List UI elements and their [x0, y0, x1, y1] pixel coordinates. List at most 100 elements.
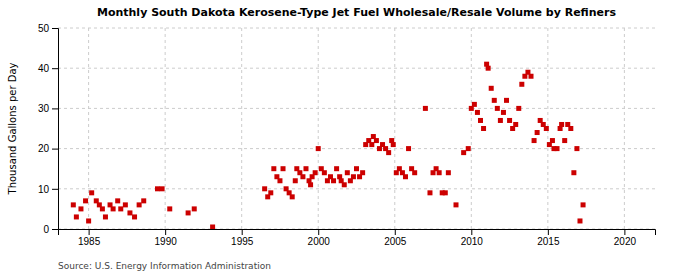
point [186, 210, 191, 215]
point [141, 198, 146, 203]
grid [58, 28, 655, 229]
grid-line-y [58, 68, 655, 69]
point [74, 214, 79, 219]
x-tick-mark [242, 229, 243, 235]
point [262, 186, 267, 191]
x-tick-mark [318, 229, 319, 235]
point [137, 202, 142, 207]
grid-line-x [165, 28, 166, 229]
y-tick-label: 0 [43, 224, 49, 235]
point [345, 170, 350, 175]
point [427, 190, 432, 195]
point [574, 146, 579, 151]
point [504, 98, 509, 103]
y-tick-mark [52, 229, 58, 230]
point [498, 118, 503, 123]
point [308, 182, 313, 187]
y-tick: 40 [38, 63, 58, 74]
x-tick: 1995 [231, 229, 254, 247]
x-tick: 1990 [155, 229, 178, 247]
point [293, 178, 298, 183]
point [568, 126, 573, 131]
x-tick-mark [471, 229, 472, 235]
point [486, 66, 491, 71]
x-tick: 2000 [308, 229, 331, 247]
point [492, 98, 497, 103]
point [351, 174, 356, 179]
x-axis: 19851990199520002005201020152020 [59, 229, 656, 247]
point [342, 182, 347, 187]
point [555, 146, 560, 151]
grid-line-x [394, 28, 395, 229]
y-tick-label: 50 [38, 23, 50, 34]
grid-line-y [58, 188, 655, 189]
point [406, 146, 411, 151]
grid-line-x [241, 28, 242, 229]
point [78, 206, 83, 211]
point [544, 126, 549, 131]
y-tick: 20 [38, 143, 58, 154]
point [83, 198, 88, 203]
point [535, 130, 540, 135]
y-tick: 10 [38, 184, 58, 195]
x-tick-label: 1990 [155, 236, 178, 247]
y-tick-label: 30 [38, 103, 50, 114]
x-tick-label: 1995 [231, 236, 254, 247]
point [132, 214, 137, 219]
x-tick: 2005 [384, 229, 407, 247]
point [210, 224, 215, 229]
point [281, 166, 286, 171]
source-note: Source: U.S. Energy Information Administ… [58, 261, 271, 271]
x-tick-mark [395, 229, 396, 235]
x-tick-mark [89, 229, 90, 235]
grid-line-x [624, 28, 625, 229]
point [123, 202, 128, 207]
point [118, 206, 123, 211]
point [559, 122, 564, 127]
point [461, 150, 466, 155]
chart: 1985199019952000200520102015202001020304… [0, 0, 675, 275]
y-tick-mark [52, 189, 58, 190]
point [369, 142, 374, 147]
point [472, 102, 477, 107]
point [519, 82, 524, 87]
x-axis-line [59, 230, 656, 236]
point [334, 166, 339, 171]
point [167, 206, 172, 211]
plot: 1985199019952000200520102015202001020304… [38, 23, 656, 247]
y-tick-label: 40 [38, 63, 50, 74]
point [386, 150, 391, 155]
point [86, 218, 91, 223]
grid-line-x [318, 28, 319, 229]
grid-line-x [88, 28, 89, 229]
point [316, 146, 321, 151]
point [322, 170, 327, 175]
point [300, 174, 305, 179]
y-tick: 0 [43, 224, 58, 235]
x-tick-label: 2000 [308, 236, 331, 247]
point [562, 138, 567, 143]
point [360, 170, 365, 175]
point [478, 118, 483, 123]
x-tick: 2015 [537, 229, 560, 247]
grid-line-y [58, 148, 655, 149]
y-tick-mark [52, 108, 58, 109]
point [290, 194, 295, 199]
point [100, 206, 105, 211]
point [446, 170, 451, 175]
point [89, 190, 94, 195]
point [268, 190, 273, 195]
point [495, 106, 500, 111]
point [481, 126, 486, 131]
y-tick: 30 [38, 103, 58, 114]
point [103, 214, 108, 219]
x-tick-label: 2010 [461, 236, 484, 247]
y-tick-mark [52, 68, 58, 69]
x-tick-mark [624, 229, 625, 235]
point [507, 118, 512, 123]
point [516, 106, 521, 111]
point [489, 86, 494, 91]
x-tick-label: 2005 [384, 236, 407, 247]
y-tick-label: 20 [38, 143, 50, 154]
point [454, 202, 459, 207]
